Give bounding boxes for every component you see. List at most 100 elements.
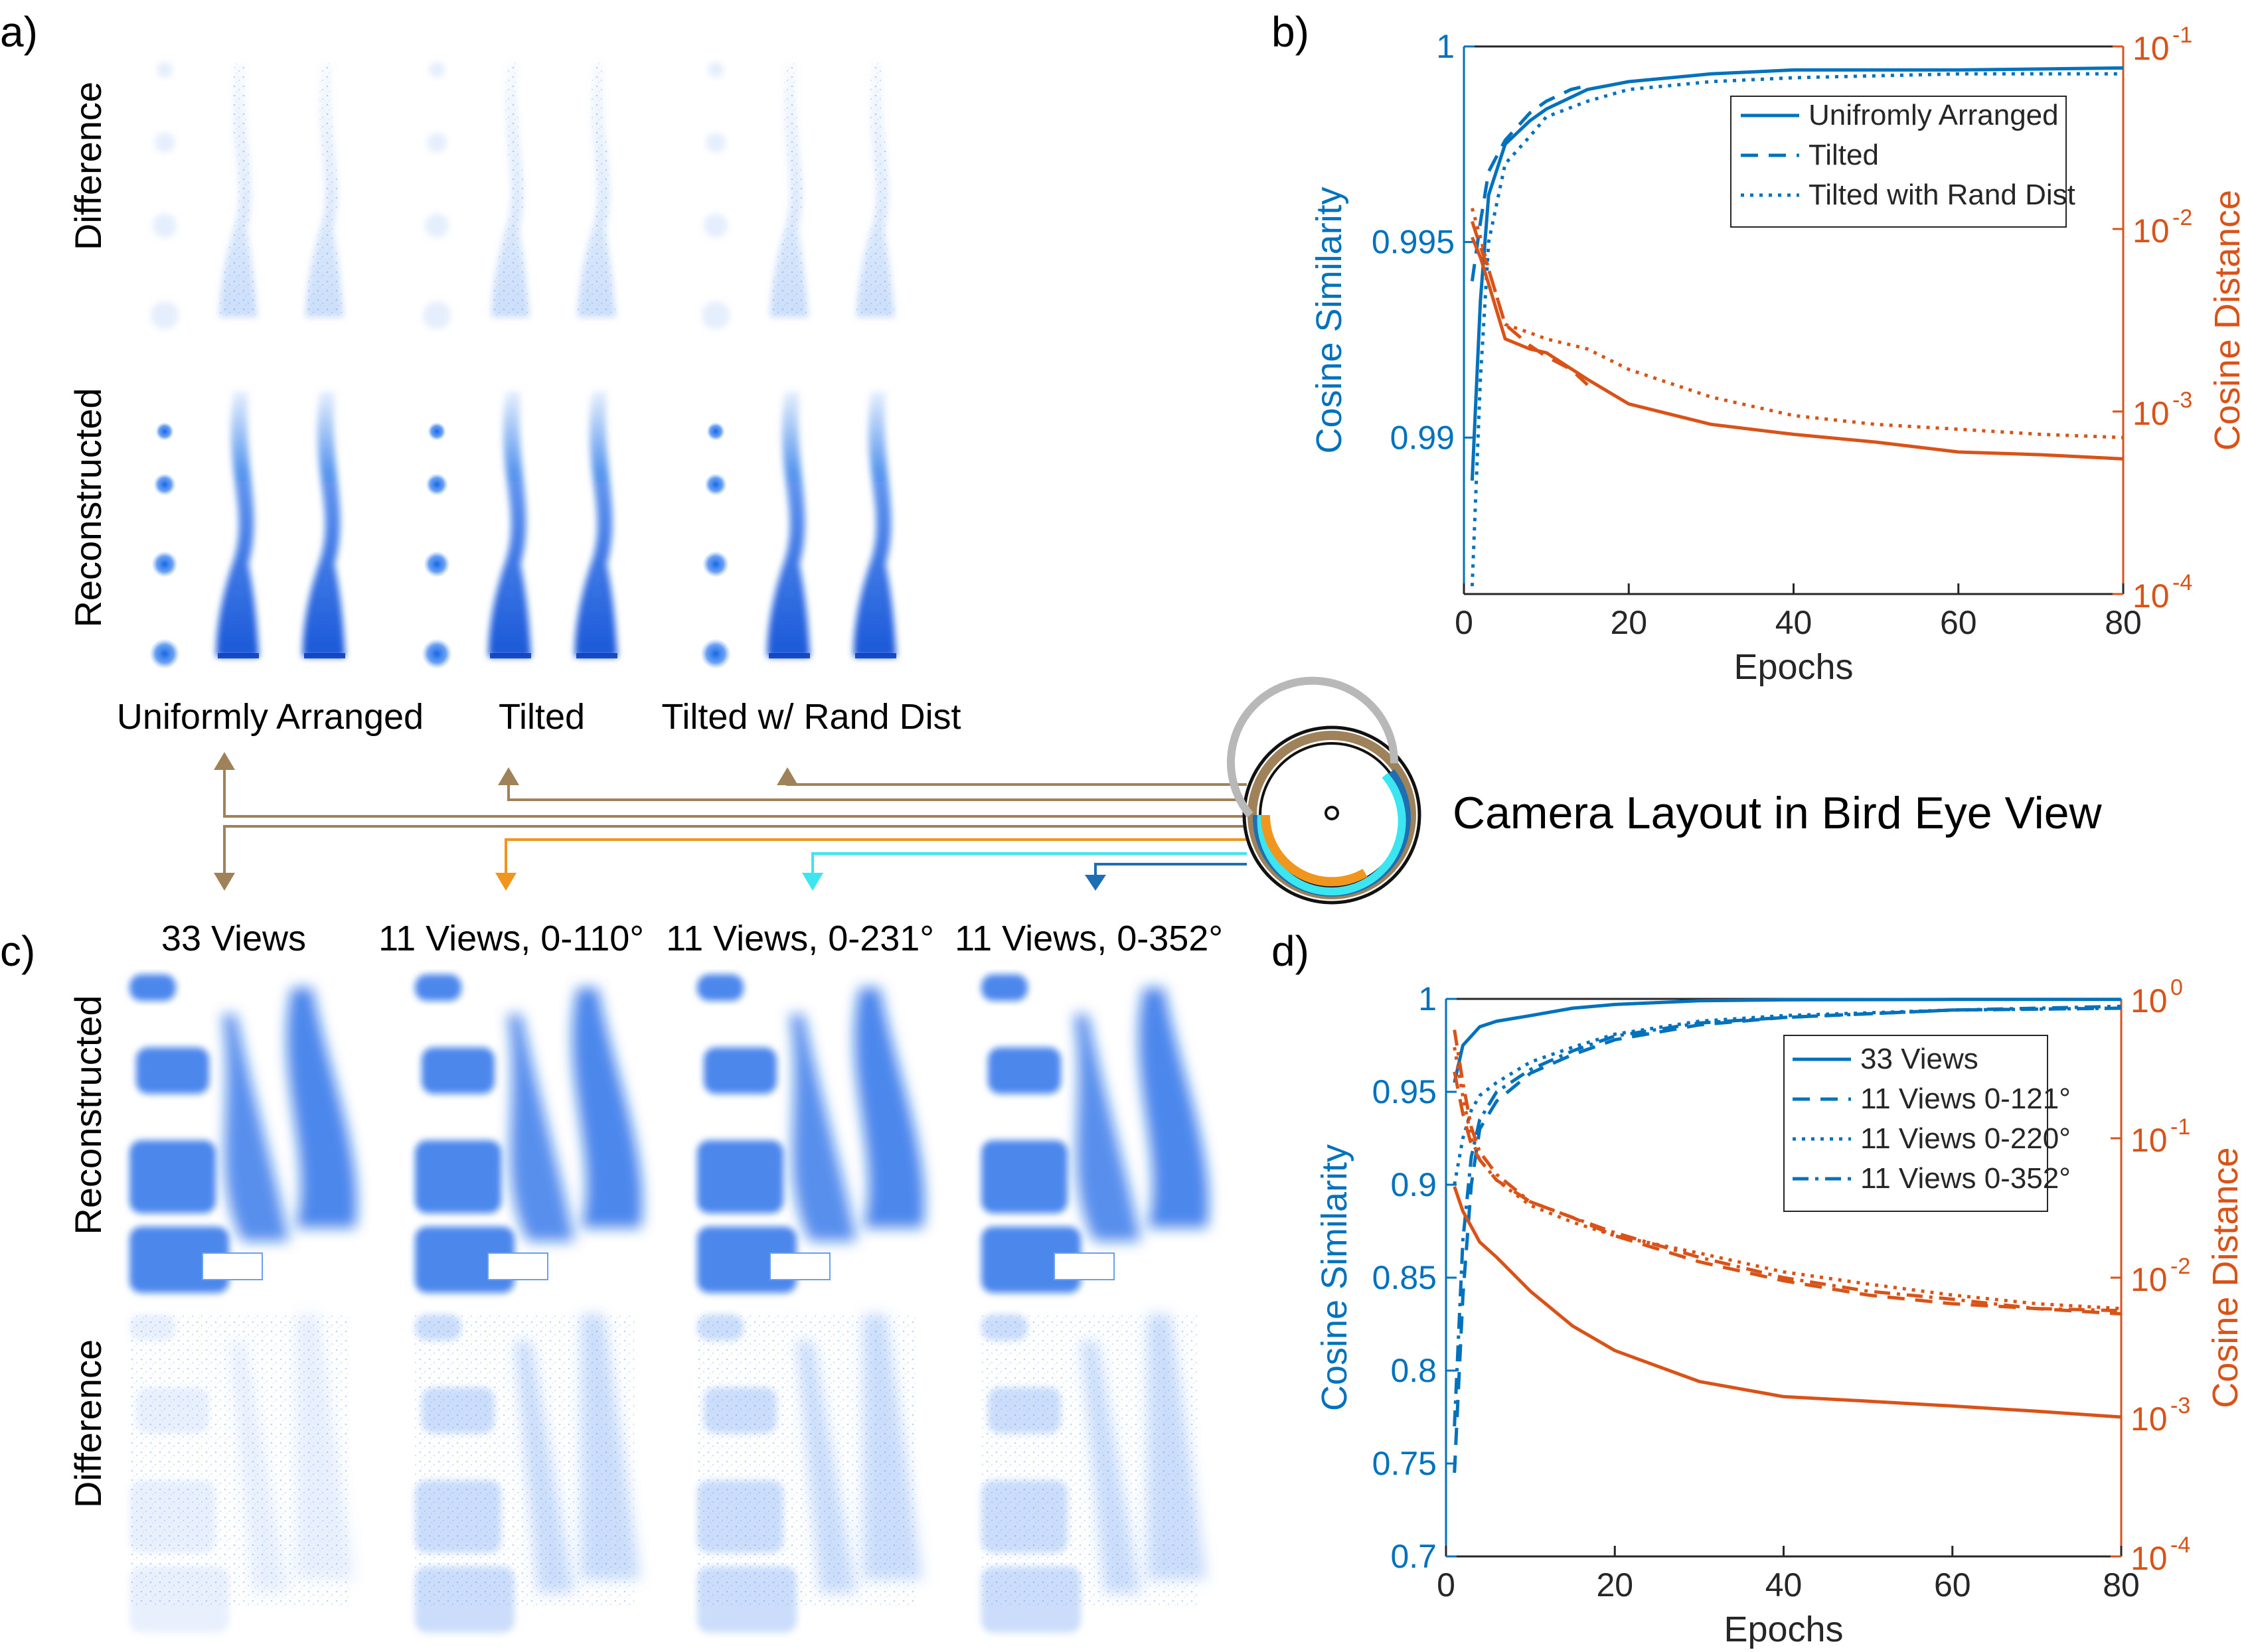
reconstructed-blob — [700, 638, 731, 669]
arrow-to-tilted-rand-dist — [786, 775, 1247, 786]
y-right-tick-exponent: -1 — [2172, 23, 2192, 48]
x-tick-label: 40 — [1765, 1566, 1803, 1604]
x-tick-label: 0 — [1437, 1566, 1455, 1604]
row-label-difference-c: Difference — [67, 1339, 109, 1508]
arrow-to-11-views-352 — [1094, 863, 1247, 877]
reconstructed-patch — [981, 1140, 1068, 1213]
reconstructed-blob — [422, 638, 452, 669]
y-left-axis-label: Cosine Similarity — [1315, 1144, 1354, 1411]
column-label-33-views: 33 Views — [161, 919, 306, 958]
reconstructed-patch — [415, 1140, 501, 1213]
series-line — [1470, 66, 2124, 481]
arrow-to-33-views — [223, 825, 1247, 881]
column-label-tilted-rand-dist: Tilted w/ Rand Dist — [661, 697, 961, 737]
reconstructed-plume — [853, 392, 896, 657]
y-right-tick-exponent: -2 — [2172, 205, 2192, 230]
reconstructed-plume — [302, 392, 345, 657]
arrow-to-tilted — [507, 775, 1247, 801]
difference-patch — [981, 1566, 1081, 1633]
difference-noise — [219, 63, 258, 317]
column-label-11-views-110: 11 Views, 0-110° — [378, 919, 644, 958]
reconstructed-patch — [422, 1047, 495, 1094]
difference-blob — [425, 214, 449, 238]
y-right-tick-exponent: -2 — [2170, 1254, 2190, 1279]
difference-flame — [295, 1314, 355, 1580]
y-right-tick-label: 10 — [2131, 1400, 2168, 1438]
panel-label-a: a) — [0, 8, 38, 56]
x-tick-label: 20 — [1610, 604, 1647, 641]
camera-layout-connectors — [214, 752, 1247, 891]
y-right-tick-label: 10 — [2131, 982, 2168, 1019]
reconstructed-blob — [424, 551, 450, 577]
reconstructed-patch — [129, 974, 176, 1001]
difference-patch — [704, 1387, 777, 1434]
x-tick-label: 80 — [2105, 604, 2142, 641]
difference-blob — [155, 133, 175, 153]
reconstructed-plume — [574, 392, 617, 657]
difference-patch — [415, 1314, 461, 1341]
camera-layout-title: Camera Layout in Bird Eye View — [1453, 788, 2103, 838]
legend-box — [1783, 1035, 2048, 1212]
series-line — [1453, 1006, 2122, 1185]
difference-flame — [1081, 1341, 1141, 1593]
arrow-head — [495, 873, 517, 891]
row-label-reconstructed-a: Reconstructed — [67, 388, 109, 627]
row-label-reconstructed-c: Reconstructed — [67, 995, 109, 1235]
y-right-tick-exponent: -4 — [2172, 570, 2192, 595]
reconstructed-patch — [769, 1252, 831, 1280]
panel-c: 33 Views 11 Views, 0-110° 11 Views, 0-23… — [67, 919, 1223, 1633]
reconstructed-patch — [697, 974, 744, 1001]
y-right-tick-exponent: 0 — [2170, 975, 2183, 1000]
difference-blob — [423, 301, 451, 329]
arrow-to-uniformly-arranged — [223, 759, 1247, 818]
legend-entry: 11 Views 0-220° — [1860, 1122, 2071, 1155]
series-line — [1453, 1006, 2122, 1473]
y-left-tick-label: 1 — [1418, 980, 1437, 1017]
legend-entry: 11 Views 0-121° — [1860, 1083, 2071, 1115]
reconstructed-blob — [706, 422, 725, 441]
x-axis-label: Epochs — [1724, 1610, 1843, 1649]
y-left-tick-label: 0.75 — [1372, 1445, 1437, 1482]
arrow-head — [214, 873, 235, 891]
panel-a-images — [149, 62, 896, 669]
difference-blob — [151, 301, 179, 329]
column-label-uniformly-arranged: Uniformly Arranged — [117, 697, 424, 737]
reconstructed-blob — [702, 551, 729, 577]
series-line — [1453, 998, 2121, 1083]
y-right-tick-exponent: -4 — [2170, 1533, 2190, 1558]
difference-blob — [702, 301, 730, 329]
arrow-head — [1085, 875, 1106, 891]
x-tick-label: 60 — [1940, 604, 1977, 641]
reconstructed-flame — [572, 988, 643, 1228]
series-line — [1471, 236, 2124, 461]
arrow-head — [802, 873, 823, 891]
difference-blob — [153, 214, 177, 238]
plume-base — [218, 653, 259, 658]
reconstructed-patch — [704, 1047, 777, 1094]
difference-blob — [429, 62, 445, 78]
panel-label-b: b) — [1271, 8, 1309, 56]
reconstructed-blob — [149, 638, 180, 669]
y-right-tick-label: 10 — [2131, 1122, 2168, 1159]
y-right-tick-label: 10 — [2132, 395, 2170, 432]
chart-d: 0 20 40 60 80 Epochs 0.7 0.75 0.8 0.85 0.9 0.95 1 Cos… — [1315, 975, 2245, 1649]
difference-patch — [988, 1387, 1061, 1434]
reconstructed-flame — [1074, 1014, 1141, 1241]
y-right-axis-label: Cosine Distance — [2206, 1147, 2245, 1408]
x-tick-label: 20 — [1596, 1566, 1633, 1604]
y-right-tick-label: 10 — [2132, 577, 2170, 615]
reconstructed-flame — [508, 1014, 574, 1241]
difference-noise — [305, 63, 344, 317]
reconstructed-patch — [981, 974, 1028, 1001]
y-right-tick-label: 10 — [2131, 1540, 2168, 1577]
panel-label-d: d) — [1271, 927, 1309, 975]
difference-patch — [981, 1314, 1028, 1341]
series-line — [1470, 208, 2124, 439]
difference-patch — [415, 1566, 515, 1633]
difference-noise — [491, 63, 530, 317]
reconstructed-patch — [415, 974, 461, 1001]
reconstructed-plume — [767, 392, 810, 657]
arrow-to-11-views-110 — [505, 838, 1247, 876]
x-tick-label: 0 — [1455, 604, 1473, 641]
